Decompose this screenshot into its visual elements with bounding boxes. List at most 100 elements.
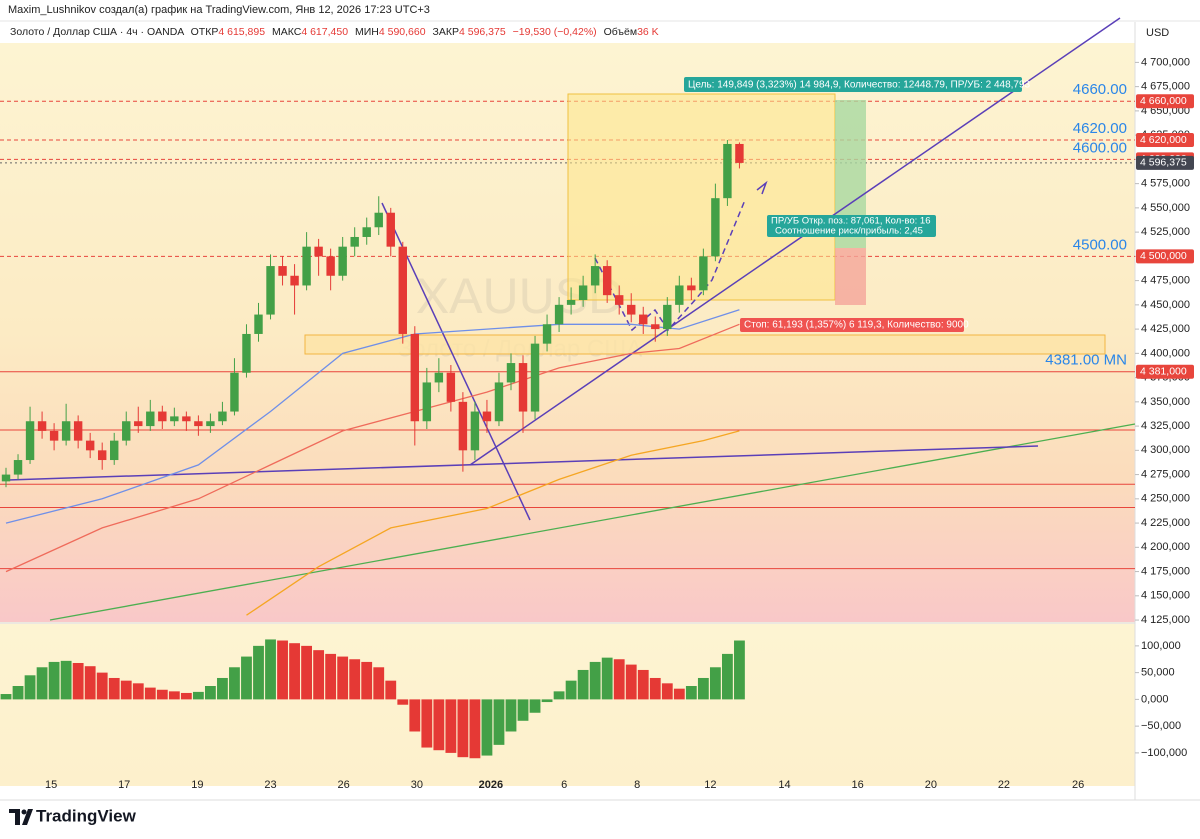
candle-body — [158, 411, 167, 422]
logo-dot — [21, 809, 27, 815]
osc-bar — [180, 692, 192, 700]
osc-bar — [48, 661, 60, 700]
osc-bar — [36, 667, 48, 700]
candle-body — [723, 143, 732, 199]
osc-bar — [409, 699, 421, 732]
osc-bar — [217, 677, 228, 700]
osc-bar — [697, 677, 709, 700]
x-tick-label: 30 — [411, 779, 423, 791]
osc-bar — [168, 691, 180, 700]
price-level-tag: 4 500,000 — [1140, 250, 1187, 262]
candle-body — [194, 421, 203, 427]
candle-body — [170, 416, 179, 422]
price-level-label: 4500.00 — [1073, 236, 1127, 253]
ohlc-name: МАКС — [272, 26, 302, 38]
current-price-tag-bg — [1136, 155, 1194, 170]
current-price-tag: 4 596,375 — [1140, 157, 1187, 169]
y-tick-label: 4 400,000 — [1141, 347, 1190, 359]
candle-body — [49, 430, 59, 441]
candle-body — [410, 333, 420, 422]
candle-body — [230, 372, 239, 412]
projection-arrow — [756, 180, 768, 195]
legend: Золото / Доллар США · 4ч · OANDA ОТКР4 6… — [10, 26, 659, 38]
price-level-label: 4381.00 MN — [1045, 352, 1127, 369]
candle-body — [566, 300, 576, 305]
candle-body — [422, 382, 432, 422]
price-level-tag: 4 381,000 — [1140, 366, 1187, 378]
osc-y-tick-label: 0,000 — [1141, 693, 1169, 705]
osc-bar — [0, 694, 12, 700]
candle-body — [687, 285, 696, 291]
ohlc-value: 4 596,375 — [459, 26, 506, 38]
x-tick-label: 16 — [851, 779, 863, 791]
osc-bar — [661, 683, 673, 700]
price-level-label: 4620.00 — [1073, 120, 1127, 137]
candle-body — [590, 266, 600, 286]
candle-body — [314, 246, 323, 257]
support-zone — [304, 334, 1106, 355]
candle-body — [651, 324, 660, 330]
series-layer — [0, 139, 745, 759]
stop-area — [835, 248, 866, 305]
volume-value: 36 K — [637, 26, 659, 38]
price-level-tag-bg — [1136, 249, 1194, 264]
price-level-tag-bg — [1136, 94, 1194, 109]
candle-body — [350, 236, 359, 247]
osc-bar — [120, 680, 132, 700]
osc-bar — [301, 645, 313, 700]
y-tick-label: 4 300,000 — [1141, 444, 1190, 456]
osc-y-tick-label: −50,000 — [1141, 720, 1181, 732]
osc-bar — [265, 639, 276, 700]
osc-bar — [229, 667, 240, 700]
osc-bar — [253, 645, 264, 700]
x-tick-label: 23 — [264, 779, 276, 791]
osc-bar — [397, 699, 409, 705]
osc-bar — [709, 667, 721, 700]
logo-text: TradingView — [36, 806, 137, 825]
osc-bar — [445, 699, 457, 753]
candle-body — [494, 382, 504, 422]
osc-bar — [637, 669, 649, 700]
y-tick-label: 4 125,000 — [1141, 614, 1190, 626]
candle-body — [386, 212, 395, 247]
target-label-bg — [684, 77, 1022, 92]
osc-bar — [565, 680, 577, 700]
x-tick-label: 15 — [45, 779, 57, 791]
osc-y-tick-label: 100,000 — [1141, 640, 1181, 652]
candle-body — [110, 440, 119, 461]
x-tick-label: 20 — [925, 779, 937, 791]
candle-body — [518, 363, 528, 412]
trend-line — [7, 445, 1039, 481]
osc-bar — [385, 680, 397, 700]
candle-body — [362, 227, 371, 237]
candle-body — [675, 285, 684, 305]
osc-y-tick-label: −100,000 — [1141, 747, 1187, 759]
ohlc-name: ОТКР — [191, 26, 219, 38]
candle-body — [711, 198, 720, 257]
candle-body — [663, 304, 672, 330]
moving-average — [246, 430, 740, 616]
candle-body — [37, 421, 47, 431]
y-tick-label: 4 225,000 — [1141, 517, 1190, 529]
y-tick-label: 4 700,000 — [1141, 56, 1190, 68]
candle-body — [134, 421, 143, 427]
price-level-tag: 4 660,000 — [1140, 95, 1187, 107]
candle-body — [338, 246, 347, 276]
candle-body — [542, 324, 552, 344]
volume-name: Объём — [604, 26, 637, 38]
candle-body — [614, 295, 624, 305]
osc-bar — [577, 669, 589, 700]
projection-path — [594, 199, 746, 332]
candle-body — [530, 343, 540, 412]
logo-icon — [9, 809, 33, 825]
x-tick-label: 8 — [634, 779, 640, 791]
osc-bar — [553, 691, 565, 700]
osc-bar — [132, 683, 144, 700]
candle-body — [218, 411, 227, 422]
y-tick-label: 4 275,000 — [1141, 468, 1190, 480]
osc-bar — [373, 667, 385, 700]
ratio-label: Соотношение риск/прибыль: 2,45 — [775, 226, 923, 237]
candle-body — [602, 266, 612, 296]
osc-bar — [24, 675, 36, 700]
x-tick-label: 26 — [1072, 779, 1084, 791]
